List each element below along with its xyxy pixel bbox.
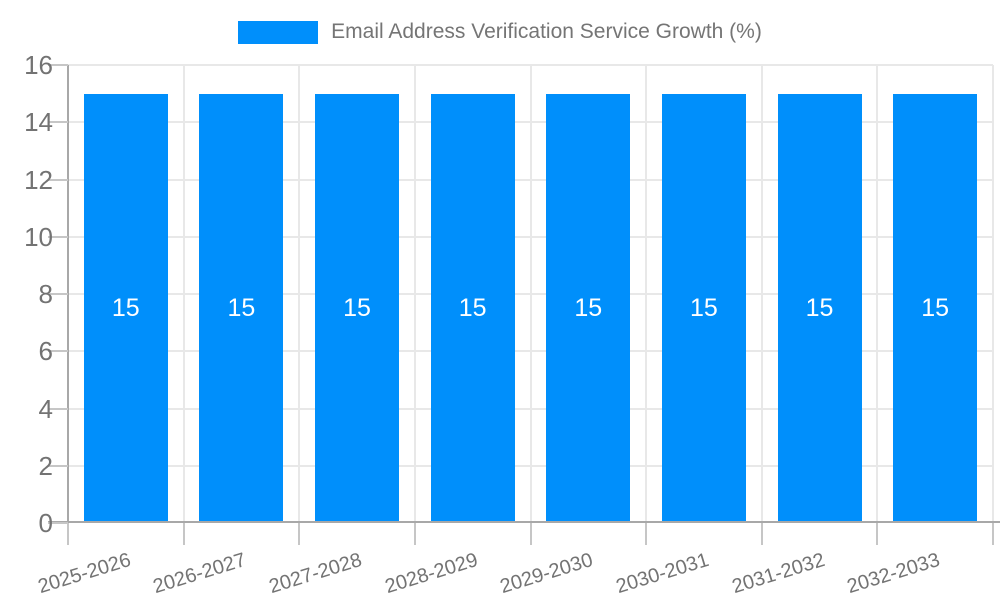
bar[interactable]: 15 [315,93,400,523]
x-axis-label: 2032-2033 [844,549,943,599]
bar[interactable]: 15 [777,93,862,523]
bar-value-label: 15 [111,293,140,322]
x-axis-label: 2027-2028 [266,549,365,599]
y-axis-tick [48,64,68,66]
y-axis-label: 12 [24,164,53,195]
x-axis-tick [529,523,532,545]
x-axis-line [48,521,1000,523]
legend-swatch-icon [238,20,319,44]
bar[interactable]: 15 [430,93,515,523]
y-axis-tick [48,178,68,181]
v-gridline [413,65,416,523]
y-axis-label: 10 [24,221,53,252]
x-axis-tick [645,523,648,545]
x-axis-tick [992,523,994,545]
x-axis-tick [298,523,301,545]
x-axis-tick [182,523,185,545]
y-axis-tick [48,293,68,295]
legend[interactable]: Email Address Verification Service Growt… [0,20,1000,44]
bar-value-label: 15 [690,293,718,322]
y-axis-label: 8 [38,279,53,309]
bar[interactable]: 15 [661,93,746,523]
bar[interactable]: 15 [83,93,168,523]
bar-value-label: 15 [227,293,256,322]
y-axis-tick [48,235,68,238]
bar-value-label: 15 [574,293,603,322]
bar[interactable]: 15 [199,93,284,523]
y-axis-tick [48,350,68,353]
bar-value-label: 15 [805,293,834,322]
v-gridline [182,65,185,523]
y-axis-label: 14 [24,107,53,138]
v-gridline [760,65,763,523]
x-axis-tick [876,523,879,545]
v-gridline [645,65,648,523]
y-axis-tick [48,522,68,524]
x-axis-label: 2026-2027 [150,549,249,599]
y-axis-line [67,65,69,523]
y-axis-tick [48,121,68,124]
y-axis-tick [48,407,68,410]
y-axis-tick [48,464,68,467]
y-axis-label: 2 [38,450,53,481]
plot-area: 15 15 15 15 15 15 15 15 [68,64,994,523]
bar-value-label: 15 [921,293,950,322]
x-axis-label: 2031-2032 [729,549,827,599]
v-gridline [529,65,532,523]
x-axis-tick [413,523,416,545]
x-axis-tick [67,523,69,545]
x-axis-label: 2028-2029 [382,549,481,599]
v-gridline [298,65,301,523]
x-axis-label: 2030-2031 [613,549,712,599]
bar-value-label: 15 [343,293,371,322]
v-gridline [992,65,994,523]
v-gridline [876,65,879,523]
x-axis-tick [760,523,763,545]
bar-value-label: 15 [458,293,487,322]
y-axis-label: 6 [38,336,53,367]
y-axis-label: 4 [38,393,53,424]
bar[interactable]: 15 [893,93,978,523]
x-axis-label: 2025-2026 [35,549,134,599]
bar[interactable]: 15 [546,93,631,523]
legend-label: Email Address Verification Service Growt… [331,20,762,43]
y-axis-label: 0 [38,508,53,538]
x-axis-label: 2029-2030 [497,549,596,599]
y-axis-label: 16 [24,50,53,80]
